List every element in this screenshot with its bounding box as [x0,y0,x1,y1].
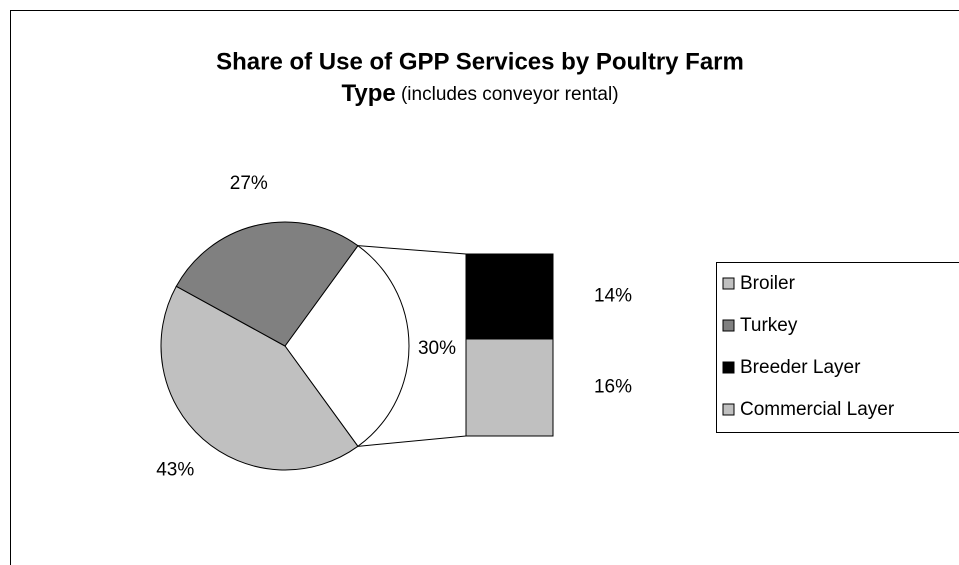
chart-title: Type [341,80,395,107]
legend-swatch [722,277,735,290]
pie-slice [284,244,410,448]
legend-label: Breeder Layer [740,357,861,378]
bar-segment [465,253,554,340]
data-label: 27% [230,173,268,194]
data-label: 16% [594,376,632,397]
bar-segment [465,338,554,437]
legend-label: Turkey [740,315,798,336]
pie-slice [160,285,359,471]
legend-label: Commercial Layer [740,399,895,420]
data-label: 14% [594,285,632,306]
connector-line [357,245,467,255]
legend-swatch [722,361,735,374]
legend-swatch [722,403,735,416]
chart-title: Share of Use of GPP Services by Poultry … [216,48,744,75]
title-line-2: Type (includes conveyor rental) [341,80,618,107]
chart-subtitle: (includes conveyor rental) [401,84,619,105]
pie-slice [175,221,359,347]
legend-box [716,262,959,433]
legend-label: Broiler [740,273,796,294]
data-label: 43% [156,460,194,481]
data-label: 30% [418,338,456,359]
connector-line [357,435,467,447]
legend-swatch [722,319,735,332]
